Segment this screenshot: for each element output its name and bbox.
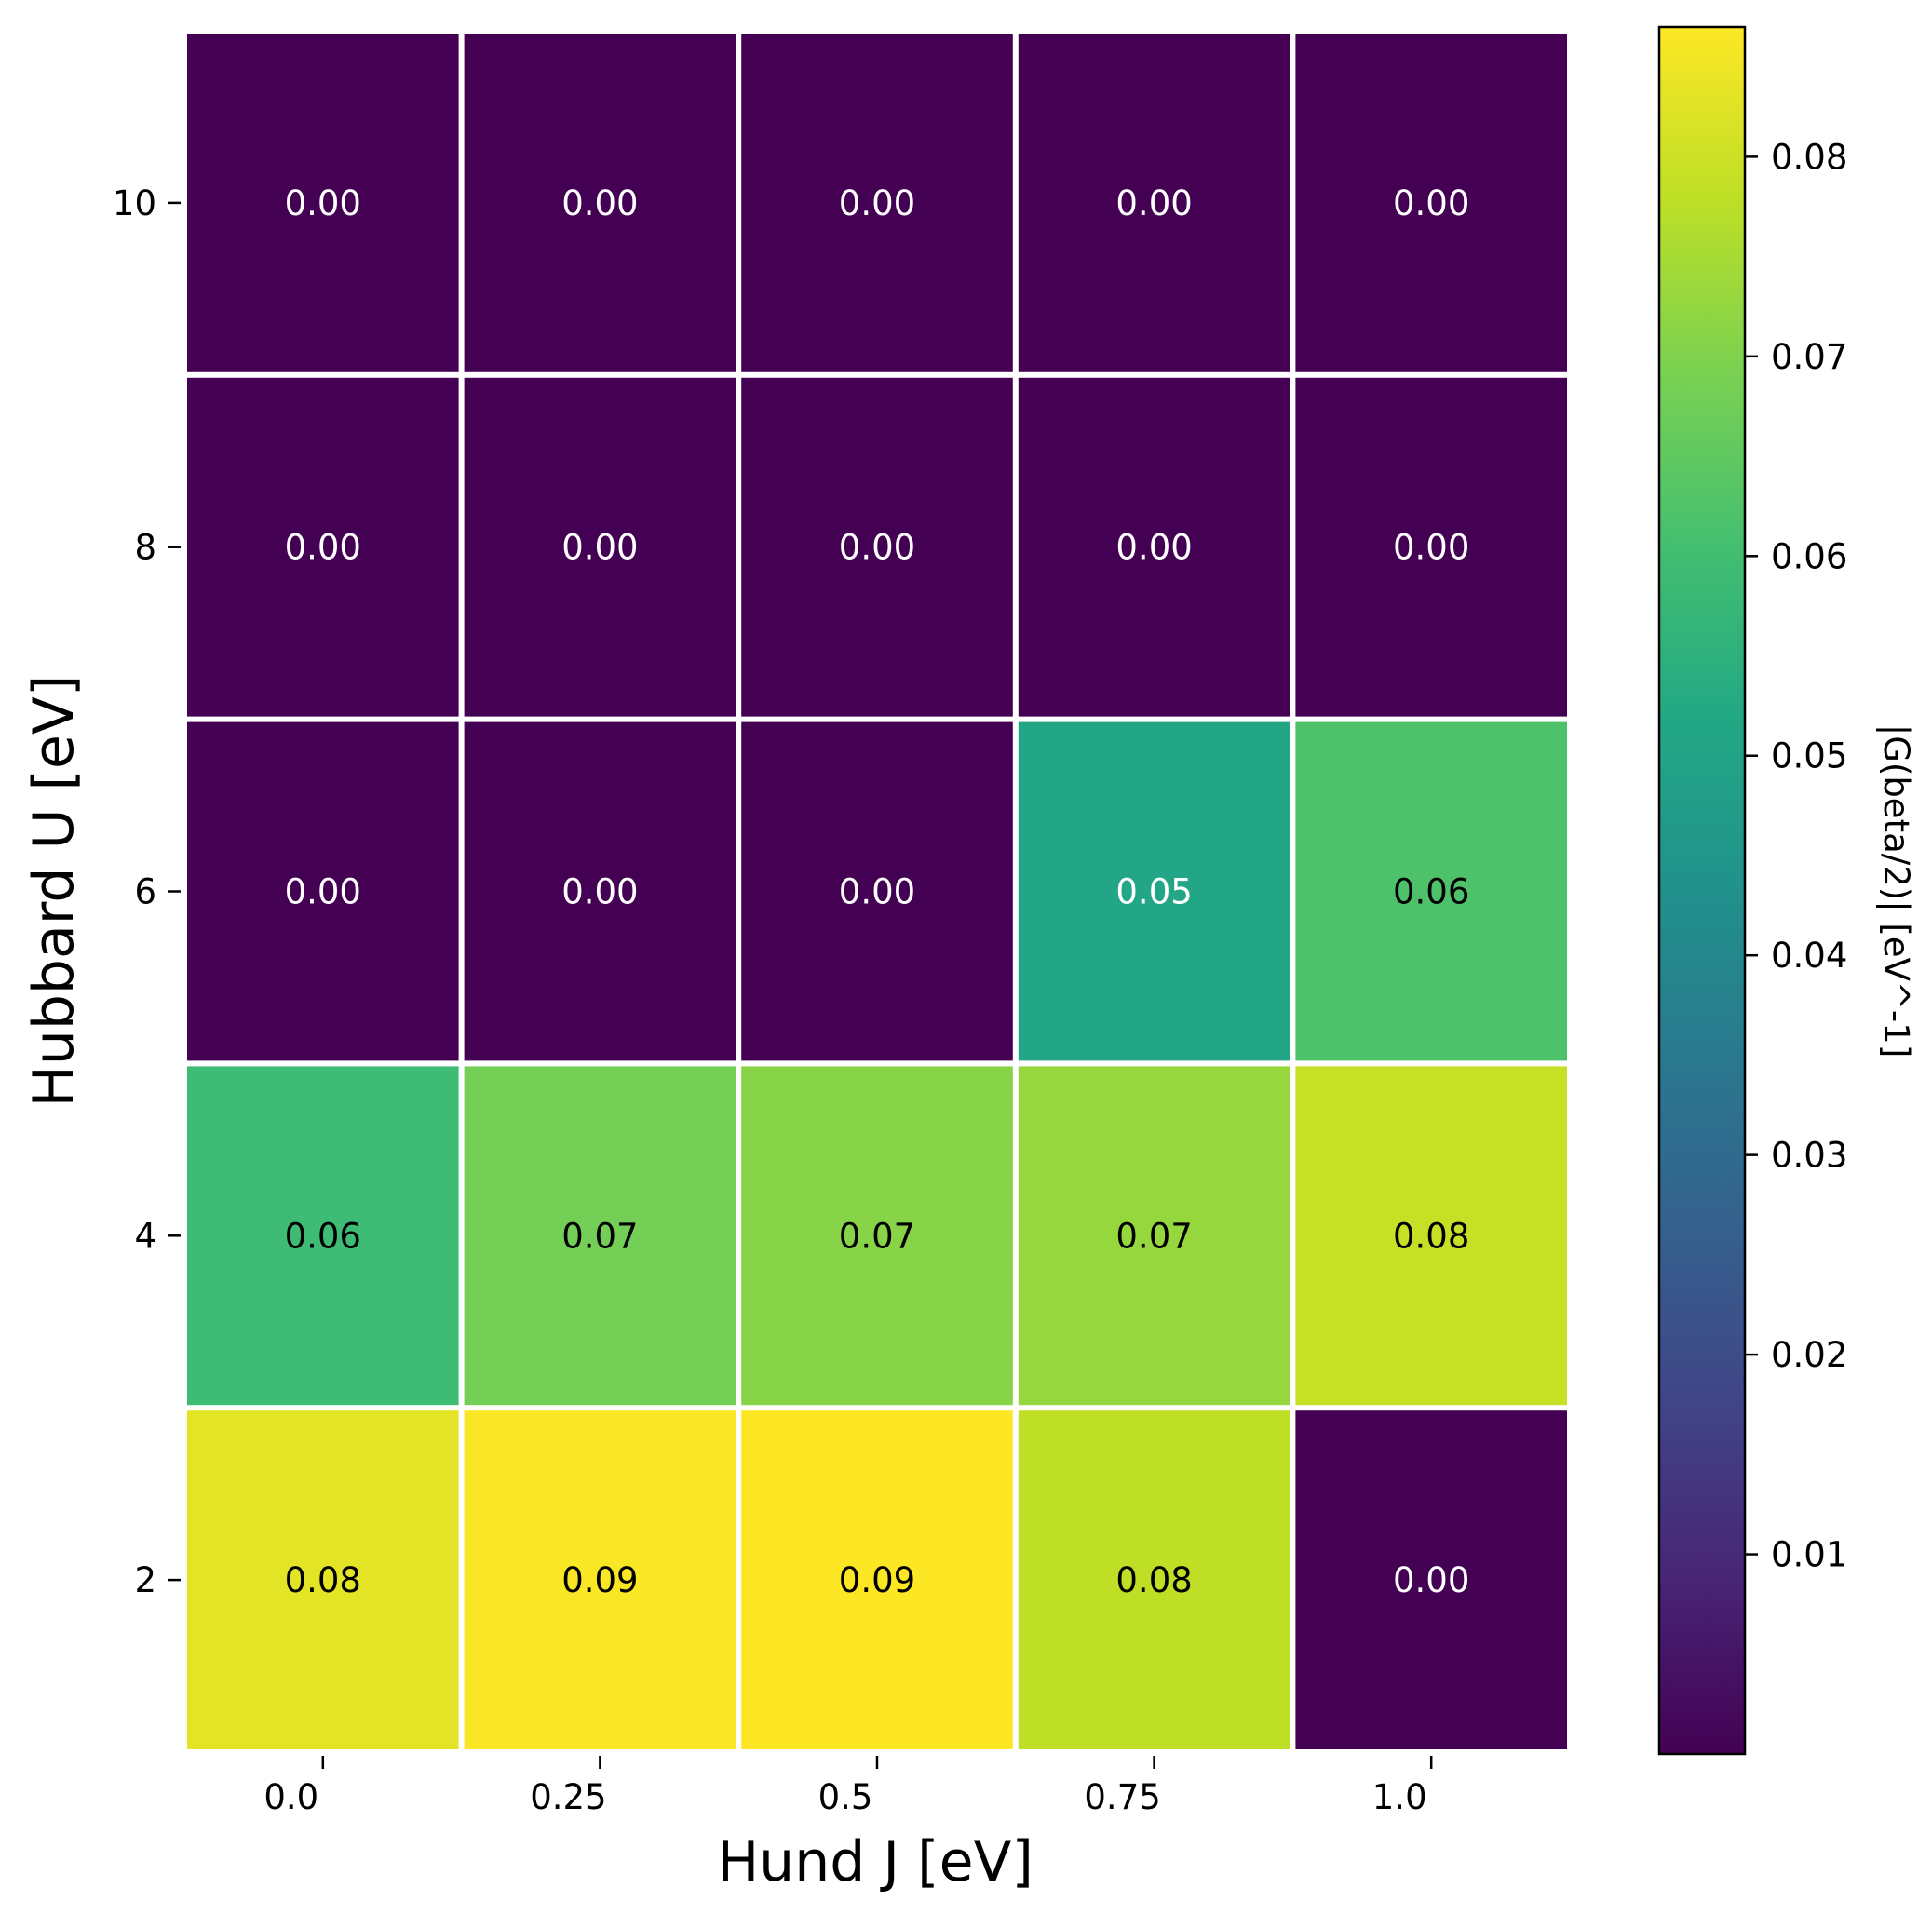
cell-value-label: 0.07 — [1115, 1216, 1192, 1256]
heatmap-cell — [1018, 34, 1290, 372]
heatmap-cell — [1018, 377, 1290, 717]
cell-value-label: 0.05 — [1115, 872, 1192, 912]
cell-value-label: 0.00 — [1393, 1560, 1469, 1600]
heatmap-cell — [1295, 34, 1567, 372]
heatmap-cell — [1018, 721, 1290, 1061]
cell-value-label: 0.07 — [561, 1216, 638, 1256]
cell-value-label: 0.00 — [285, 528, 361, 568]
colorbar-tick-label: 0.01 — [1771, 1535, 1847, 1575]
heatmap-cell — [187, 377, 459, 717]
cell-value-label: 0.08 — [1393, 1216, 1469, 1256]
y-tick-label: 4 — [134, 1216, 156, 1256]
y-tick-label: 10 — [113, 183, 156, 223]
heatmap-cell — [464, 34, 736, 372]
heatmap-cell — [187, 721, 459, 1061]
heatmap-cell — [464, 1410, 736, 1749]
heatmap-cell — [1295, 1410, 1567, 1749]
colorbar-tick-label: 0.03 — [1771, 1136, 1847, 1176]
cell-value-label: 0.00 — [839, 528, 915, 568]
heatmap-cell — [1295, 1066, 1567, 1406]
colorbar-tick-label: 0.05 — [1771, 736, 1847, 776]
x-axis-label: Hund J [eV] — [717, 1829, 1034, 1895]
heatmap-cell — [464, 721, 736, 1061]
x-tick-label: 0.5 — [818, 1777, 873, 1817]
y-axis: 10 8 6 4 2 — [113, 183, 181, 1600]
cell-value-label: 0.09 — [839, 1560, 915, 1600]
y-axis-label: Hubbard U [eV] — [21, 675, 87, 1108]
cell-value-label: 0.06 — [285, 1216, 361, 1256]
cell-value-label: 0.09 — [561, 1560, 638, 1600]
cell-value-label: 0.00 — [1393, 528, 1469, 568]
y-tick-label: 2 — [134, 1560, 156, 1600]
colorbar-tick-label: 0.06 — [1771, 536, 1847, 576]
y-tick-label: 6 — [134, 872, 156, 912]
x-axis: 0.0 0.25 0.5 0.75 1.0 — [263, 1756, 1433, 1817]
colorbar-ticks: 0.01 0.02 0.03 0.04 0.05 0.06 0.07 0.08 — [1745, 137, 1847, 1575]
heatmap-cell — [1295, 721, 1567, 1061]
cell-value-label: 0.00 — [561, 183, 638, 223]
heatmap-cell — [464, 1066, 736, 1406]
cell-value-label: 0.08 — [285, 1560, 361, 1600]
heatmap-cells — [187, 34, 1567, 1749]
cell-value-label: 0.00 — [285, 183, 361, 223]
cell-value-label: 0.00 — [285, 872, 361, 912]
colorbar-tick-label: 0.08 — [1771, 137, 1847, 177]
heatmap-cell — [741, 377, 1013, 717]
colorbar-gradient — [1657, 25, 1747, 1756]
cell-value-label: 0.00 — [1115, 183, 1192, 223]
heatmap-cell — [1295, 377, 1567, 717]
heatmap-cell — [464, 377, 736, 717]
colorbar-label: |G(beta/2)| [eV^-1] — [1876, 724, 1916, 1059]
heatmap-cell — [741, 1410, 1013, 1749]
heatmap-cell-labels: 0.00 0.00 0.00 0.00 0.00 0.00 0.00 0.00 0.00 0.00… — [285, 183, 1470, 1600]
cell-value-label: 0.00 — [839, 183, 915, 223]
heatmap-cell — [741, 1066, 1013, 1406]
heatmap-cell — [741, 34, 1013, 372]
heatmap-cell — [187, 1066, 459, 1406]
y-tick-label: 8 — [134, 528, 156, 568]
cell-value-label: 0.08 — [1115, 1560, 1192, 1600]
heatmap-cell — [1018, 1410, 1290, 1749]
x-tick-label: 0.75 — [1084, 1777, 1160, 1817]
colorbar — [1657, 25, 1747, 1756]
heatmap-cell — [1018, 1066, 1290, 1406]
cell-value-label: 0.06 — [1393, 872, 1469, 912]
cell-value-label: 0.00 — [1115, 528, 1192, 568]
heatmap-cell — [741, 721, 1013, 1061]
colorbar-tick-label: 0.04 — [1771, 936, 1847, 976]
cell-value-label: 0.00 — [839, 872, 915, 912]
cell-value-label: 0.00 — [1393, 183, 1469, 223]
heatmap-cell — [187, 1410, 459, 1749]
heatmap-cell — [187, 34, 459, 372]
colorbar-tick-label: 0.02 — [1771, 1335, 1847, 1375]
x-tick-label: 0.25 — [530, 1777, 606, 1817]
cell-value-label: 0.00 — [561, 872, 638, 912]
cell-value-label: 0.00 — [561, 528, 638, 568]
cell-value-label: 0.07 — [839, 1216, 915, 1256]
colorbar-tick-label: 0.07 — [1771, 337, 1847, 377]
x-tick-label: 0.0 — [263, 1777, 318, 1817]
x-tick-label: 1.0 — [1372, 1777, 1427, 1817]
